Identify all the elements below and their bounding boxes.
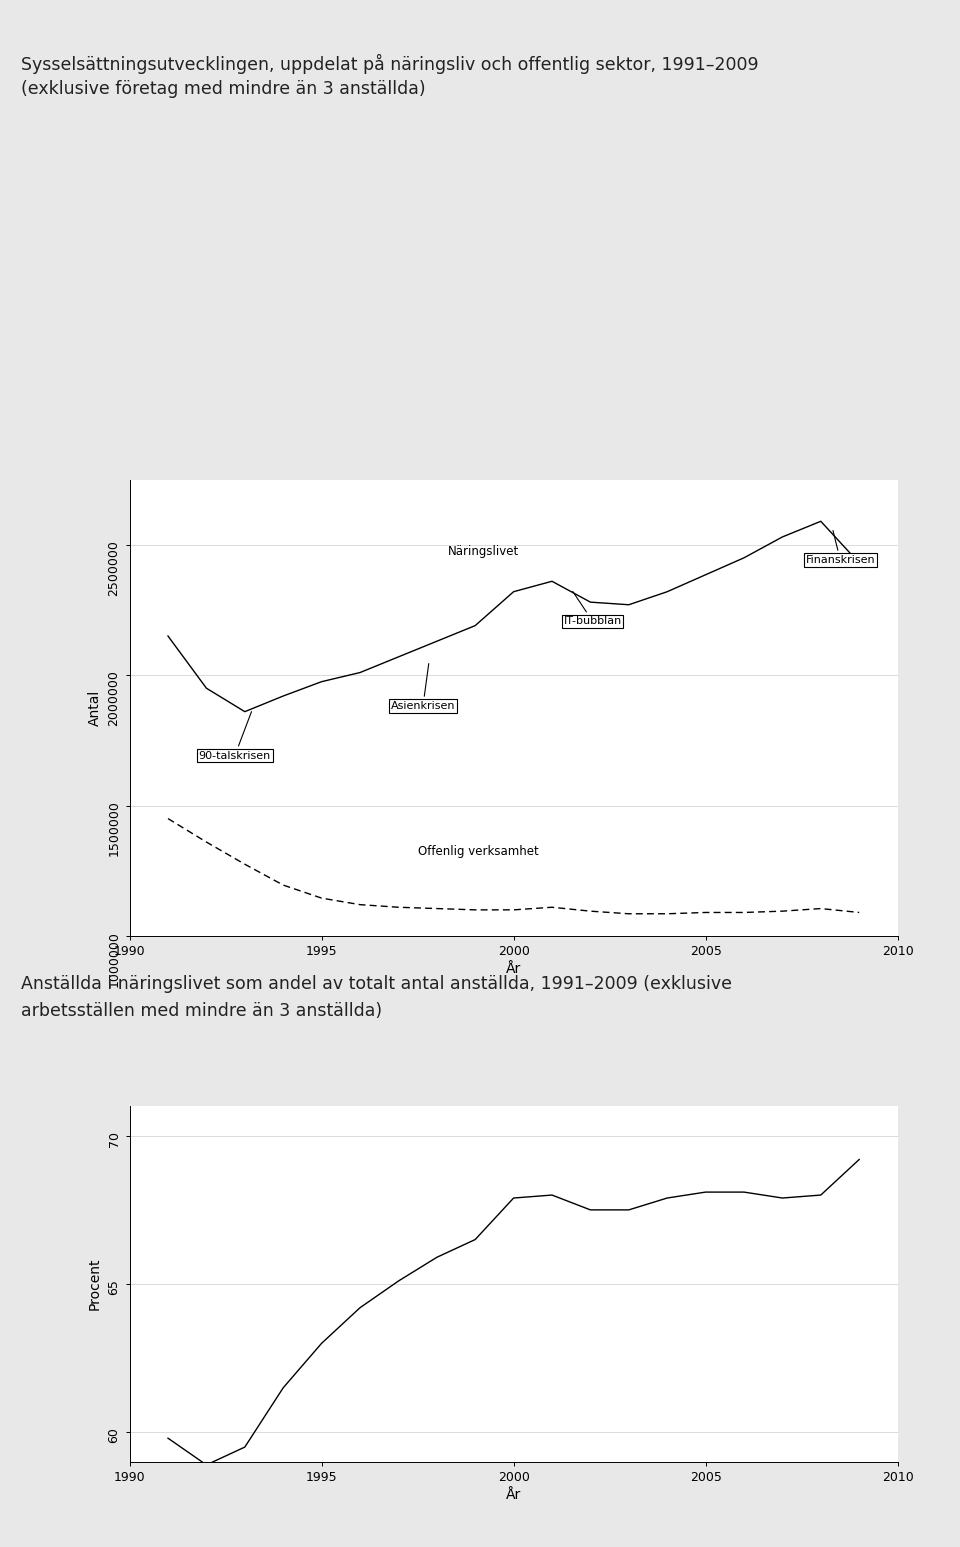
Text: IT-bubblan: IT-bubblan xyxy=(564,591,622,627)
Text: (exklusive företag med mindre än 3 anställda): (exklusive företag med mindre än 3 anstä… xyxy=(21,80,425,99)
X-axis label: År: År xyxy=(506,962,521,976)
Text: Näringslivet: Näringslivet xyxy=(448,545,519,558)
X-axis label: År: År xyxy=(506,1488,521,1502)
Y-axis label: Procent: Procent xyxy=(88,1258,102,1310)
Text: 90-talskrisen: 90-talskrisen xyxy=(199,712,271,761)
Text: Asienkrisen: Asienkrisen xyxy=(391,664,455,712)
Text: arbetsställen med mindre än 3 anställda): arbetsställen med mindre än 3 anställda) xyxy=(21,1002,382,1021)
Text: Anställda i näringslivet som andel av totalt antal anställda, 1991–2009 (exklusi: Anställda i näringslivet som andel av to… xyxy=(21,975,732,993)
Text: Finanskrisen: Finanskrisen xyxy=(805,531,876,565)
Text: Sysselsättningsutvecklingen, uppdelat på näringsliv och offentlig sektor, 1991–2: Sysselsättningsutvecklingen, uppdelat på… xyxy=(21,54,758,74)
Text: Offenlig verksamhet: Offenlig verksamhet xyxy=(418,845,539,859)
Y-axis label: Antal: Antal xyxy=(88,690,102,726)
